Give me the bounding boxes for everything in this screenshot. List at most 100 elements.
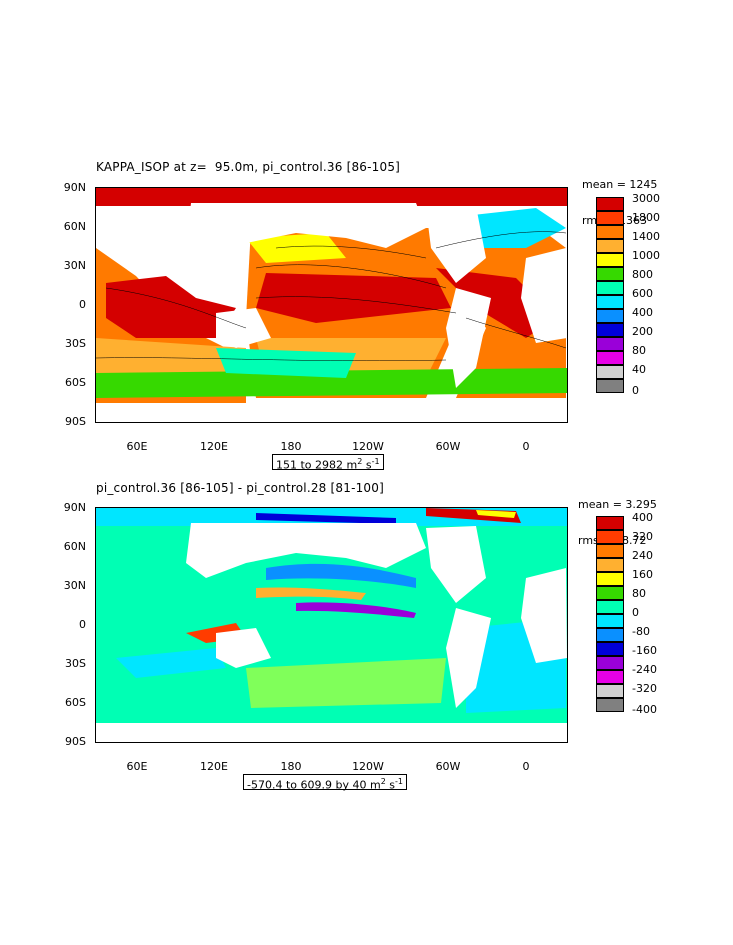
panel-1-stats: mean = 1245 rms = 1363 xyxy=(582,155,657,251)
p1-xlab-4: 60W xyxy=(435,440,461,453)
arctic-band xyxy=(96,188,567,206)
p1-xlab-5: 0 xyxy=(522,440,530,453)
south-pacific-yellow xyxy=(246,658,446,708)
p2-lg-box-3 xyxy=(596,558,624,572)
atlantic-high xyxy=(436,268,556,338)
p2-ylab-1: 60N xyxy=(63,540,86,553)
land-north-america xyxy=(426,206,486,283)
southern-cyan xyxy=(216,348,356,378)
range-text: -570.4 to 609.9 by 40 m xyxy=(247,778,381,792)
p2-ylab-6: 90S xyxy=(65,735,86,748)
p2-lg-lab-5: 0 xyxy=(632,606,639,619)
arctic-positive-core xyxy=(476,510,516,518)
p1-lg-box-1 xyxy=(596,211,624,225)
panel-1-mean: mean = 1245 xyxy=(582,178,658,191)
p2-lg-box-12 xyxy=(596,684,624,698)
p2-xlab-5: 0 xyxy=(522,760,530,773)
p2-lg-lab-4: 80 xyxy=(632,587,646,600)
range-sup2: -1 xyxy=(395,777,403,786)
p2-xlab-1: 120E xyxy=(200,760,228,773)
arctic-negative xyxy=(256,513,396,524)
panel-2-map xyxy=(95,507,568,743)
p1-lg-box-9 xyxy=(596,323,624,337)
pacific-high xyxy=(256,273,451,323)
range-unit: s xyxy=(385,778,396,792)
p2-lg-box-9 xyxy=(596,642,624,656)
land-eurasia xyxy=(186,203,426,258)
p1-xlab-1: 120E xyxy=(200,440,228,453)
p1-lg-box-3 xyxy=(596,239,624,253)
p1-lg-box-7 xyxy=(596,295,624,309)
p1-lg-lab-1: 1800 xyxy=(632,211,660,224)
panel-2-mean: mean = 3.295 xyxy=(578,498,657,511)
p2-lg-lab-1: 320 xyxy=(632,530,653,543)
p2-lg-box-11 xyxy=(596,670,624,684)
land-africa xyxy=(521,568,567,663)
p2-ylab-4: 30S xyxy=(65,657,86,670)
panel-1-map-svg xyxy=(96,188,567,422)
p1-lg-lab-3: 1000 xyxy=(632,249,660,262)
p2-lg-box-2 xyxy=(596,544,624,558)
p2-lg-lab-10: -400 xyxy=(632,703,657,716)
p2-lg-box-10 xyxy=(596,656,624,670)
land-africa xyxy=(521,248,567,343)
p2-lg-box-6 xyxy=(596,600,624,614)
land-south-america xyxy=(446,288,491,388)
range-sup: 2 xyxy=(380,777,386,786)
p2-ylab-5: 60S xyxy=(65,696,86,709)
p1-lg-box-6 xyxy=(596,281,624,295)
p2-lg-box-0 xyxy=(596,516,624,530)
pacific-positive xyxy=(256,587,366,600)
p1-ylab-4: 30S xyxy=(65,337,86,350)
p2-lg-lab-0: 400 xyxy=(632,511,653,524)
southern-band xyxy=(96,368,567,398)
p1-lg-box-8 xyxy=(596,309,624,323)
range-text: 151 to 2982 m xyxy=(276,458,358,472)
p1-lg-box-13 xyxy=(596,379,624,393)
p1-lg-lab-2: 1400 xyxy=(632,230,660,243)
p2-lg-box-8 xyxy=(596,628,624,642)
range-sup2: -1 xyxy=(371,457,380,466)
p2-lg-box-5 xyxy=(596,586,624,600)
p1-lg-lab-8: 80 xyxy=(632,344,646,357)
range-unit: s xyxy=(362,458,372,472)
land-north-america xyxy=(426,526,486,603)
p2-lg-box-4 xyxy=(596,572,624,586)
p1-lg-lab-10: 0 xyxy=(632,384,639,397)
pacific-negative-north xyxy=(266,563,416,588)
p2-lg-lab-8: -240 xyxy=(632,663,657,676)
p1-ylab-3: 0 xyxy=(79,298,86,311)
p1-ylab-2: 30N xyxy=(63,259,86,272)
p2-lg-lab-3: 160 xyxy=(632,568,653,581)
p1-lg-lab-6: 400 xyxy=(632,306,653,319)
p1-lg-box-0 xyxy=(596,197,624,211)
p1-xlab-2: 180 xyxy=(280,440,302,453)
p1-xlab-3: 120W xyxy=(352,440,384,453)
p2-ylab-0: 90N xyxy=(63,501,86,514)
panel-1-title: KAPPA_ISOP at z= 95.0m, pi_control.36 [8… xyxy=(96,160,401,174)
range-sup: 2 xyxy=(357,457,363,466)
indian-cyan xyxy=(116,648,226,678)
panel-2-title: pi_control.36 [86-105] - pi_control.28 [… xyxy=(96,481,384,495)
p2-lg-box-13 xyxy=(596,698,624,712)
p1-lg-box-12 xyxy=(596,365,624,379)
p1-ylab-5: 60S xyxy=(65,376,86,389)
p1-lg-lab-5: 600 xyxy=(632,287,653,300)
p2-xlab-3: 120W xyxy=(352,760,384,773)
pacific-north xyxy=(246,233,346,263)
p2-lg-lab-6: -80 xyxy=(632,625,650,638)
panel-1-legend: 3000 1800 1400 1000 800 600 400 200 80 4… xyxy=(596,193,676,417)
p1-ylab-1: 60N xyxy=(63,220,86,233)
land-antarctica xyxy=(96,723,567,742)
p1-lg-box-5 xyxy=(596,267,624,281)
panel-2-range: -570.4 to 609.9 by 40 m2 s-1 xyxy=(243,774,407,792)
p1-lg-lab-0: 3000 xyxy=(632,192,660,205)
p1-lg-box-11 xyxy=(596,351,624,365)
panel-1-map xyxy=(95,187,568,423)
p2-ylab-3: 0 xyxy=(79,618,86,631)
panel-2-legend: 400 320 240 160 80 0 -80 -160 -240 -320 … xyxy=(596,512,676,736)
p1-lg-box-2 xyxy=(596,225,624,239)
p2-lg-lab-7: -160 xyxy=(632,644,657,657)
p1-lg-box-4 xyxy=(596,253,624,267)
indian-ocean-high xyxy=(106,276,236,338)
